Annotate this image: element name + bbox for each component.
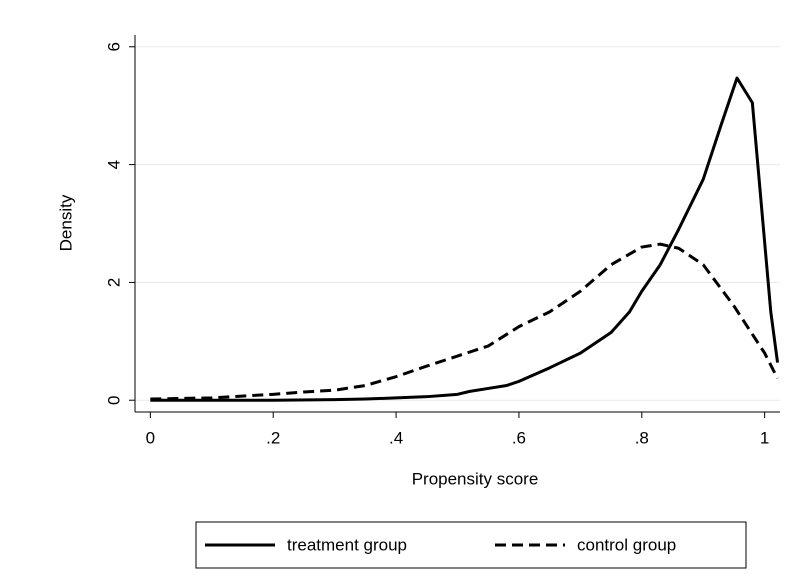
- x-tick-label: .8: [635, 428, 649, 447]
- y-axis-title: Density: [56, 194, 75, 251]
- y-tick-label: 4: [104, 160, 123, 169]
- x-tick-label: .4: [389, 428, 403, 447]
- legend-box: [195, 521, 747, 569]
- y-tick-label: 0: [104, 395, 123, 404]
- y-tick-label: 6: [104, 42, 123, 51]
- legend-label: control group: [577, 535, 676, 554]
- legend-label: treatment group: [287, 535, 407, 554]
- x-tick-label: 1: [760, 428, 769, 447]
- line-series: [150, 76, 780, 402]
- line-series: [150, 242, 779, 401]
- x-axis-title: Propensity score: [412, 469, 539, 488]
- x-tick-label: 0: [146, 428, 155, 447]
- x-tick-label: .2: [266, 428, 280, 447]
- y-tick-label: 2: [104, 278, 123, 287]
- x-tick-label: .6: [512, 428, 526, 447]
